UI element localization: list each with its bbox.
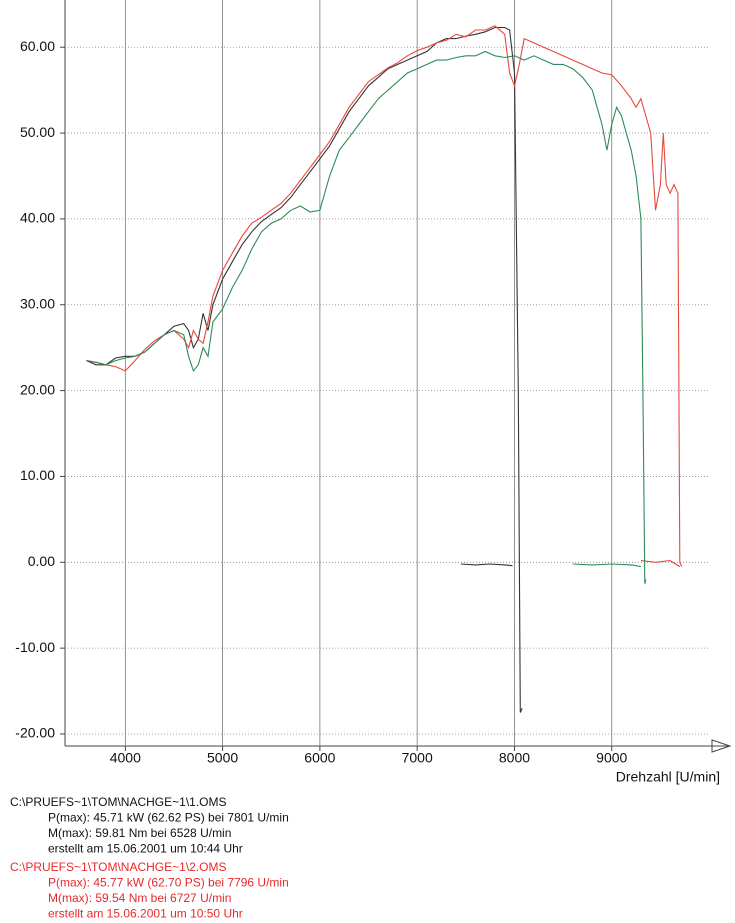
y-tick-label: 50.00 — [20, 124, 55, 140]
file-info: P(max): 45.71 kW (62.62 PS) bei 7801 U/m… — [48, 811, 289, 825]
x-tick-label: 9000 — [596, 750, 627, 766]
x-tick-label: 8000 — [499, 750, 530, 766]
file-info: erstellt am 15.06.2001 um 10:50 Uhr — [48, 907, 243, 921]
y-tick-label: 40.00 — [20, 210, 55, 226]
x-tick-label: 4000 — [110, 750, 141, 766]
file-path: C:\PRUEFS~1\TOM\NACHGE~1\1.OMS — [10, 795, 227, 809]
series-line — [86, 26, 523, 713]
y-tick-label: -10.00 — [15, 639, 55, 655]
x-axis-arrow — [711, 739, 732, 753]
y-tick-label: -20.00 — [15, 725, 55, 741]
file-info: M(max): 59.54 Nm bei 6727 U/min — [48, 891, 231, 905]
file-path: C:\PRUEFS~1\TOM\NACHGE~1\2.OMS — [10, 860, 227, 874]
y-tick-label: 20.00 — [20, 381, 55, 397]
series-line — [86, 25, 683, 568]
y-tick-label: 60.00 — [20, 38, 55, 54]
x-tick-label: 5000 — [207, 750, 238, 766]
x-axis-label: Drehzahl [U/min] — [616, 769, 720, 785]
y-tick-label: 10.00 — [20, 467, 55, 483]
x-tick-label: 6000 — [304, 750, 335, 766]
file-info: M(max): 59.81 Nm bei 6528 U/min — [48, 826, 231, 840]
x-tick-label: 7000 — [402, 750, 433, 766]
series-line — [86, 50, 647, 584]
y-tick-label: 0.00 — [28, 553, 55, 569]
y-tick-label: 30.00 — [20, 295, 55, 311]
file-info: erstellt am 15.06.2001 um 10:44 Uhr — [48, 842, 243, 856]
file-info: P(max): 45.77 kW (62.70 PS) bei 7796 U/m… — [48, 876, 289, 890]
